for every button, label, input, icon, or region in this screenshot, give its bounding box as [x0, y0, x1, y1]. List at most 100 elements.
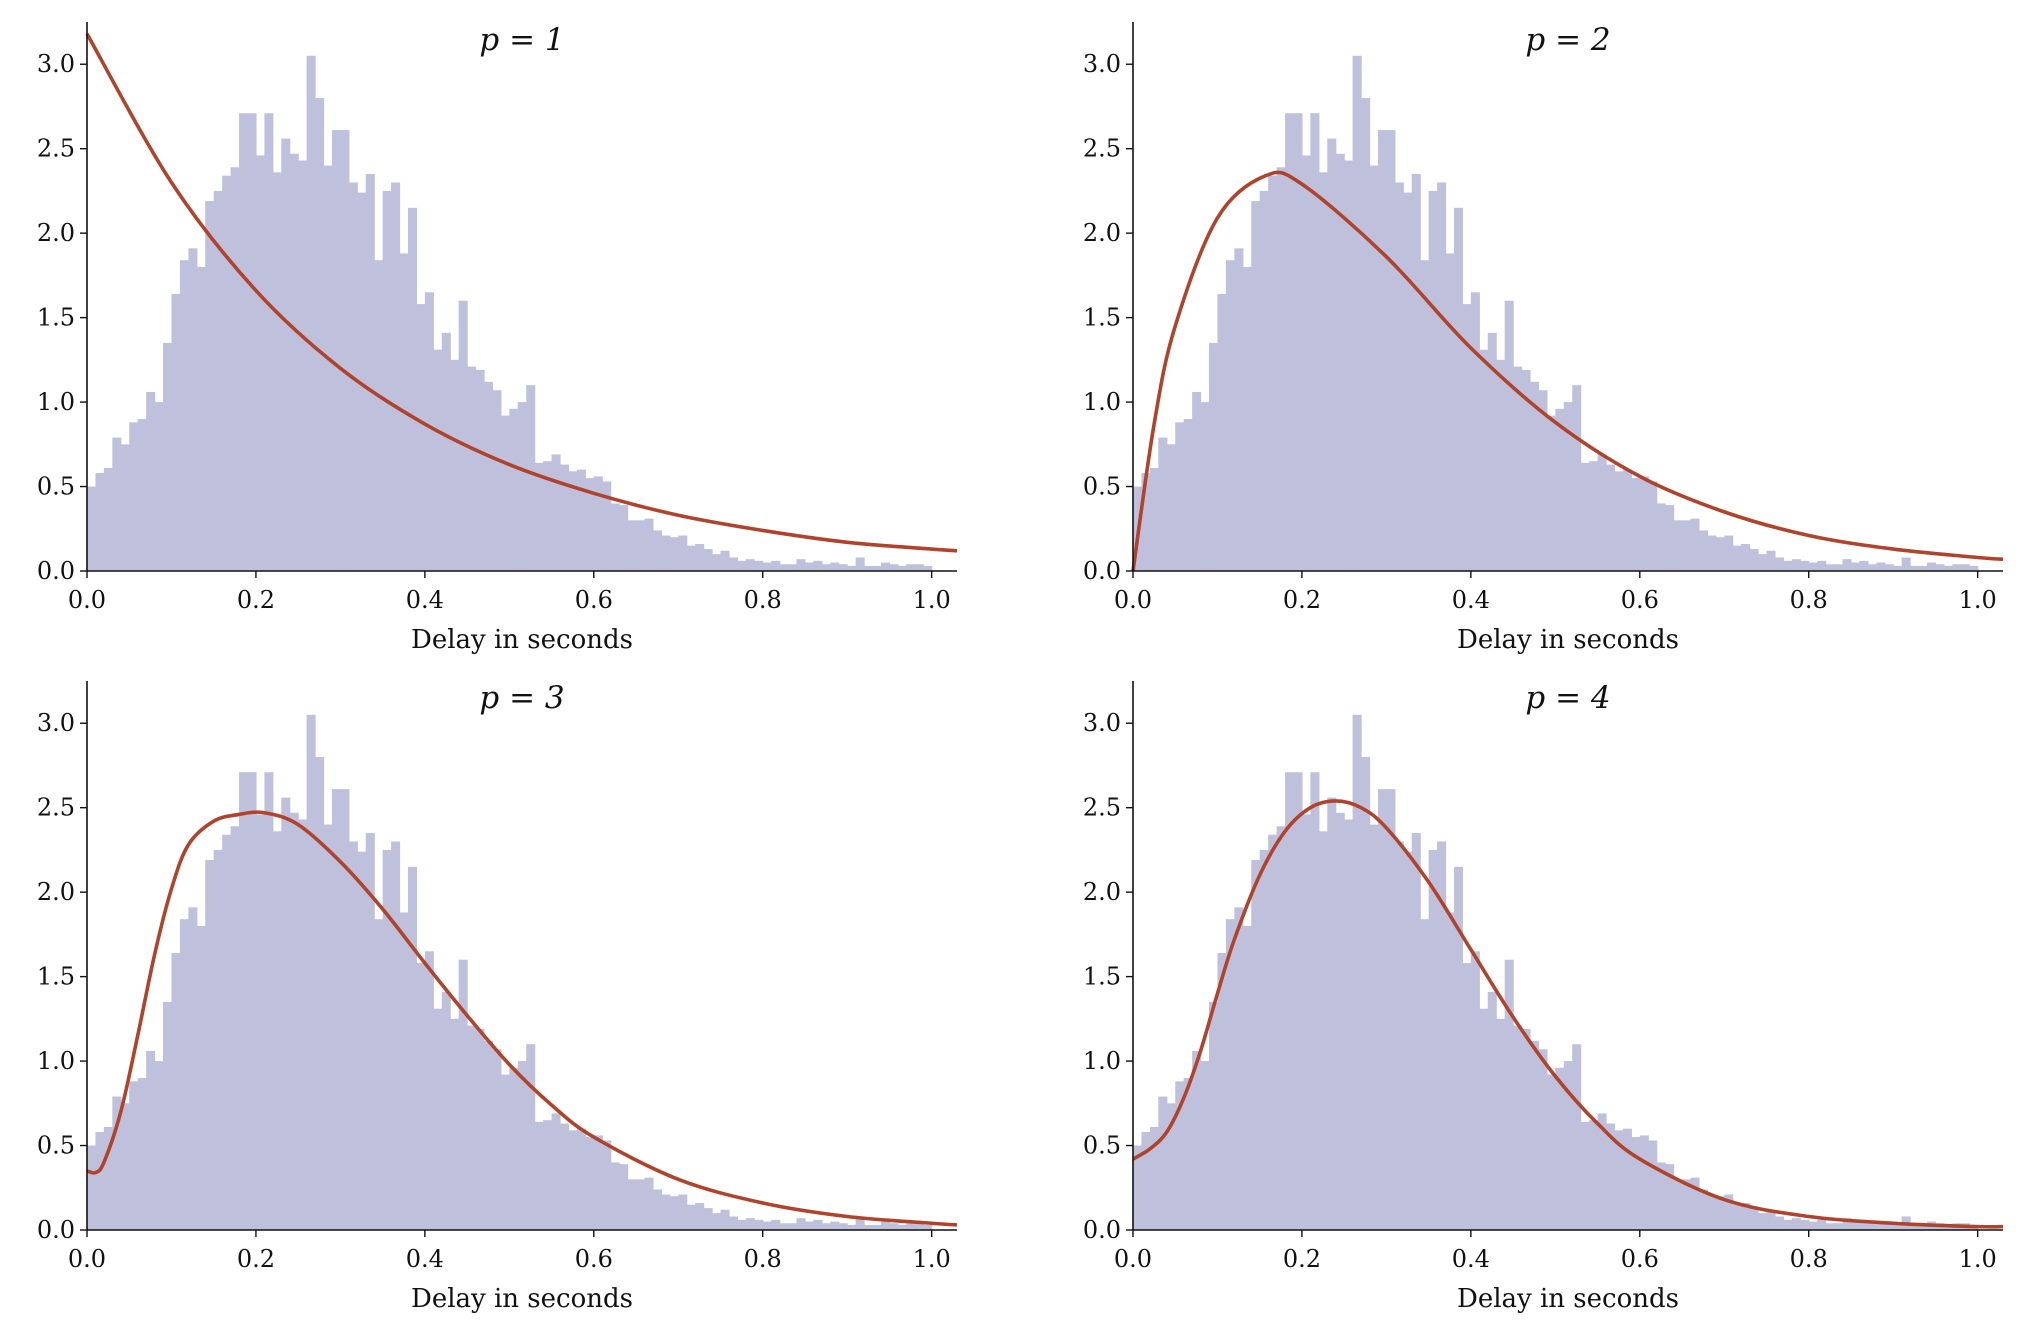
- histogram-bar: [391, 182, 401, 572]
- histogram-bar: [1724, 535, 1734, 571]
- histogram-bar: [1276, 826, 1286, 1230]
- histogram-bar: [1614, 471, 1624, 571]
- histogram-bar: [1327, 138, 1337, 571]
- histogram-bar: [1665, 1164, 1675, 1230]
- histogram-bar: [1893, 565, 1903, 571]
- histogram-bar: [382, 190, 392, 572]
- histogram-bar: [289, 153, 299, 571]
- histogram-bar: [1377, 130, 1387, 572]
- histogram-bar: [1842, 559, 1852, 571]
- histogram-bars: [1133, 714, 1979, 1230]
- histogram-bar: [619, 1164, 629, 1230]
- histogram-bar: [779, 1223, 789, 1230]
- histogram-bar: [1470, 951, 1480, 1230]
- histogram-bar: [1352, 714, 1362, 1230]
- histogram-bar: [1867, 564, 1877, 571]
- x-tick-label: 0.6: [575, 586, 613, 614]
- histogram-bar: [315, 98, 325, 572]
- x-tick-label: 0.0: [68, 586, 106, 614]
- histogram-bar: [1749, 549, 1759, 571]
- histogram-bar: [1741, 543, 1751, 571]
- histogram-bar: [745, 559, 755, 571]
- histogram-bar: [1774, 1216, 1784, 1230]
- histogram-bar: [458, 300, 468, 571]
- x-tick-label: 0.6: [1621, 586, 1659, 614]
- histogram-bar: [872, 565, 882, 571]
- histogram-bar: [424, 292, 434, 571]
- histogram-bar: [1918, 1224, 1928, 1230]
- histogram-bar: [1724, 1194, 1734, 1230]
- histogram-bar: [1876, 562, 1886, 571]
- panel-title: p = 2: [1525, 22, 1610, 58]
- histogram-bar: [517, 1061, 527, 1230]
- histogram-bar: [112, 1096, 122, 1230]
- histogram-bar: [281, 797, 291, 1230]
- histogram-bar: [1521, 1028, 1531, 1230]
- histogram-bar: [315, 757, 325, 1230]
- histogram-bar: [788, 1223, 798, 1230]
- histogram-bar: [1606, 1123, 1616, 1230]
- histogram-bar: [526, 385, 536, 571]
- histogram-bar: [754, 1219, 764, 1230]
- histogram-bar: [281, 138, 291, 571]
- histogram-bar: [1749, 1208, 1759, 1230]
- panel-p4: p = 4 Delay in seconds 0.0 0.2 0.4 0.6 0.8 1.…: [1083, 680, 2004, 1314]
- histogram-bar: [1175, 1081, 1185, 1230]
- histogram-bar: [87, 486, 97, 571]
- histogram-bar: [1910, 565, 1920, 571]
- histogram-bar: [652, 1189, 662, 1230]
- y-tick-label: 1.0: [37, 1047, 75, 1075]
- y-tick-label: 0.0: [1083, 1216, 1121, 1244]
- histogram-bar: [1386, 130, 1396, 572]
- histogram-bar: [1141, 473, 1151, 571]
- histogram-bar: [163, 1001, 173, 1230]
- histogram-bar: [1437, 182, 1447, 572]
- histogram-bar: [1175, 422, 1185, 571]
- histogram-bar: [695, 543, 705, 571]
- histogram-bar: [1133, 1145, 1143, 1230]
- histogram-bar: [576, 1128, 586, 1230]
- panel-p2: p = 2 Delay in seconds 0.0 0.2 0.4 0.6 0.8 1.…: [1083, 22, 2004, 655]
- histogram-bar: [1251, 201, 1261, 571]
- histogram-bar: [1884, 1223, 1894, 1230]
- histogram-bar: [1800, 560, 1810, 571]
- histogram-bar: [179, 919, 189, 1230]
- histogram-bar: [1901, 557, 1911, 571]
- histogram-bar: [1859, 1219, 1869, 1230]
- histogram-bar: [1876, 1221, 1886, 1230]
- histogram-bar: [855, 1216, 865, 1230]
- panel-title: p = 4: [1525, 680, 1610, 716]
- histogram-bar: [467, 1025, 477, 1230]
- histogram-bar: [1614, 1130, 1624, 1230]
- y-tick-label: 2.5: [1083, 135, 1121, 163]
- histogram-bar: [534, 1121, 544, 1230]
- histogram-bar: [1377, 789, 1387, 1230]
- histogram-bar: [1310, 113, 1320, 571]
- histogram-bar: [1572, 385, 1582, 571]
- histogram-bar: [483, 1040, 494, 1230]
- histogram-bar: [1242, 266, 1252, 571]
- histogram-bar: [1834, 564, 1844, 571]
- histogram-bar: [1969, 565, 1979, 571]
- histogram-bar: [137, 418, 147, 571]
- histogram-bar: [821, 564, 831, 571]
- histogram-bar: [610, 1162, 620, 1230]
- histogram-bar: [391, 841, 401, 1230]
- histogram-bar: [1293, 772, 1303, 1230]
- histogram-bar: [1926, 562, 1937, 571]
- histogram-bar: [1580, 462, 1590, 571]
- histogram-bar: [1318, 172, 1328, 571]
- histogram-bar: [1403, 851, 1413, 1230]
- x-tick-label: 0.4: [406, 1245, 444, 1273]
- histogram-bar: [509, 1067, 519, 1230]
- histogram-bar: [1622, 469, 1632, 571]
- histogram-bar: [306, 55, 316, 571]
- histogram-bar: [923, 565, 933, 571]
- histogram-bar: [754, 560, 764, 571]
- histogram-bar: [441, 332, 451, 571]
- histogram-bar: [450, 1018, 460, 1230]
- histogram-bar: [1335, 812, 1345, 1230]
- y-tick-label: 2.5: [1083, 794, 1121, 822]
- y-tick-label: 1.0: [37, 388, 75, 416]
- histogram-bar: [534, 462, 544, 571]
